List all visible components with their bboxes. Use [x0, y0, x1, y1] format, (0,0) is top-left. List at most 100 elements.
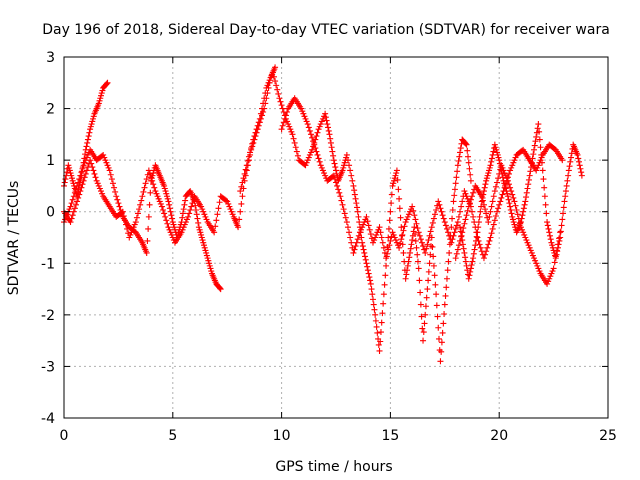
data-point: [496, 170, 503, 177]
data-point: [195, 224, 202, 231]
data-point: [545, 225, 552, 232]
data-point: [352, 243, 359, 250]
data-point: [435, 324, 442, 331]
data-point: [198, 203, 205, 210]
data-point: [470, 250, 477, 257]
y-tick-label: -2: [41, 308, 55, 324]
data-point: [265, 79, 272, 86]
data-point: [390, 231, 397, 238]
data-point: [161, 182, 168, 189]
data-point: [467, 265, 474, 272]
data-point: [543, 210, 550, 217]
data-point: [521, 231, 528, 238]
data-point: [289, 131, 296, 138]
data-point: [113, 193, 120, 200]
data-point: [451, 229, 458, 236]
data-point: [535, 162, 542, 169]
data-point: [452, 225, 459, 232]
data-point: [367, 231, 374, 238]
data-point: [502, 185, 509, 192]
data-point: [412, 231, 419, 238]
data-point: [378, 319, 385, 326]
data-point: [501, 170, 508, 177]
data-point: [510, 159, 517, 166]
data-point: [435, 198, 442, 205]
data-point: [460, 245, 467, 252]
data-point: [166, 201, 173, 208]
data-point: [463, 193, 470, 200]
data-point: [385, 246, 392, 253]
data-point: [185, 213, 192, 220]
data-point: [422, 249, 429, 256]
data-point: [442, 292, 449, 299]
data-point: [141, 184, 148, 191]
data-point: [132, 219, 139, 226]
data-point: [298, 105, 305, 112]
data-point: [467, 171, 474, 178]
data-point: [541, 184, 548, 191]
data-point: [273, 82, 280, 89]
data-point: [202, 247, 209, 254]
data-point: [480, 255, 487, 262]
data-point: [526, 172, 533, 179]
data-point: [421, 320, 428, 327]
data-point: [286, 123, 293, 130]
data-point: [241, 170, 248, 177]
data-point: [134, 210, 141, 217]
data-point: [236, 216, 243, 223]
data-point: [415, 229, 422, 236]
data-point: [531, 146, 538, 153]
data-point: [382, 272, 389, 279]
data-point: [546, 275, 553, 282]
data-point: [374, 329, 381, 336]
data-point: [488, 158, 495, 165]
data-point: [267, 74, 274, 81]
data-point: [486, 213, 493, 220]
data-point: [339, 201, 346, 208]
data-point: [384, 250, 391, 257]
y-tick-label: 2: [46, 102, 55, 118]
data-point: [472, 242, 479, 249]
data-point: [316, 123, 323, 130]
data-point: [146, 201, 153, 208]
data-point: [95, 100, 102, 107]
series-track-c: [61, 64, 279, 246]
data-point: [163, 217, 170, 224]
data-point: [198, 234, 205, 241]
data-point: [492, 144, 499, 151]
data-point: [364, 263, 371, 270]
data-point: [187, 206, 194, 213]
data-point: [534, 164, 541, 171]
series-track-a: [61, 79, 111, 200]
data-point: [70, 208, 77, 215]
data-point: [327, 135, 334, 142]
data-point: [512, 154, 519, 161]
data-point: [81, 174, 88, 181]
data-point: [69, 212, 76, 219]
data-point: [438, 339, 445, 346]
data-point: [224, 198, 231, 205]
data-point: [188, 203, 195, 210]
data-point: [503, 175, 510, 182]
data-point: [237, 208, 244, 215]
data-point: [314, 129, 321, 136]
data-point: [66, 206, 73, 213]
data-point: [528, 249, 535, 256]
data-point: [401, 223, 408, 230]
data-point: [369, 296, 376, 303]
data-point: [535, 265, 542, 272]
data-point: [449, 206, 456, 213]
data-point: [254, 122, 261, 129]
data-point: [504, 177, 511, 184]
data-point: [167, 208, 174, 215]
data-point: [226, 203, 233, 210]
data-point: [242, 166, 249, 173]
data-point: [480, 188, 487, 195]
data-point: [508, 210, 515, 217]
data-point: [328, 144, 335, 151]
data-point: [214, 211, 221, 218]
data-point: [256, 115, 263, 122]
data-point: [509, 191, 516, 198]
data-point: [433, 291, 440, 298]
data-point: [495, 205, 502, 212]
